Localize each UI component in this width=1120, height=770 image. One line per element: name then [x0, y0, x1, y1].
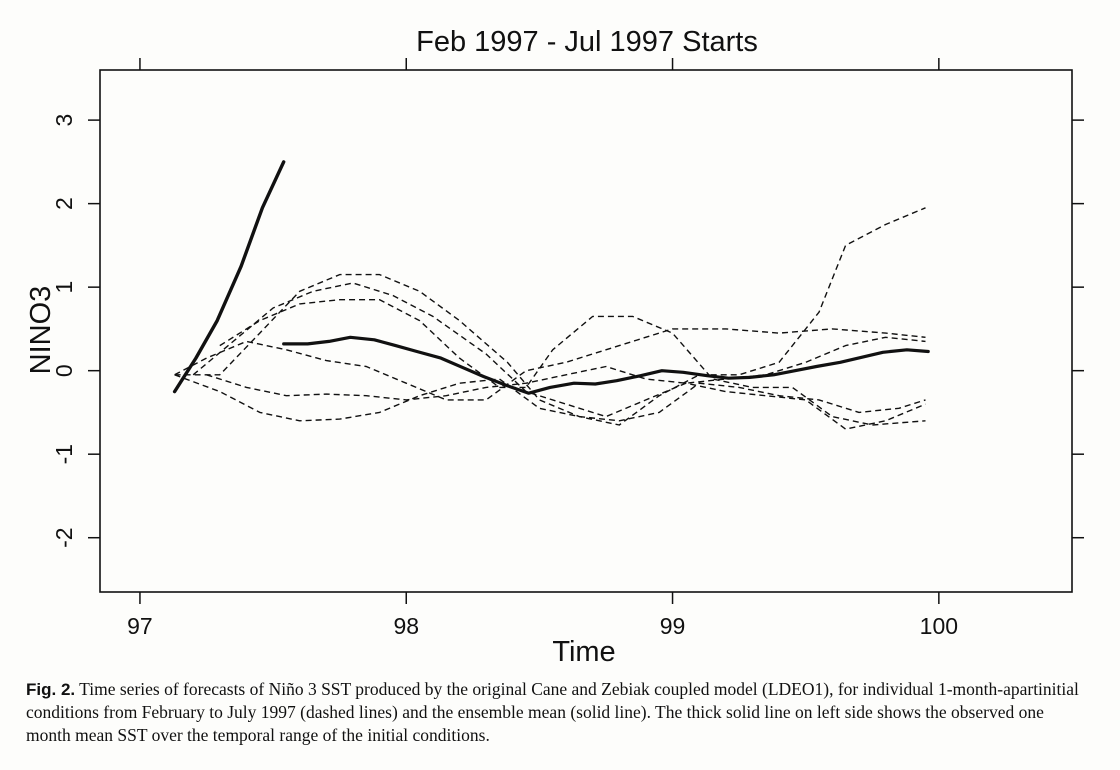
figure-label: Fig. 2.: [26, 680, 76, 699]
x-tick-label: 100: [920, 613, 958, 639]
observed-sst-line: [172, 160, 286, 394]
caption-text: Time series of forecasts of Niño 3 SST p…: [26, 679, 1079, 745]
y-axis-label: NINO3: [25, 286, 57, 375]
forecast-dashed-line: [206, 336, 926, 401]
y-tick-label: -1: [51, 444, 77, 464]
ensemble-mean-line: [282, 335, 930, 395]
x-tick-label: 99: [660, 613, 686, 639]
y-tick-label: 3: [51, 114, 77, 127]
y-tick-label: 2: [51, 197, 77, 210]
nino3-forecast-chart: Feb 1997 - Jul 1997 Starts -2 -1 0 1 2 3 97 98…: [25, 26, 1084, 668]
plot-frame: [99, 69, 1073, 593]
chart-title: Feb 1997 - Jul 1997 Starts: [416, 26, 758, 58]
y-axis: -2 -1 0 1 2 3: [51, 114, 1084, 548]
x-tick-label: 98: [393, 613, 419, 639]
x-axis-label: Time: [552, 636, 615, 668]
forecast-dashed-line: [174, 374, 926, 422]
figure-caption: Fig. 2. Time series of forecasts of Niño…: [26, 678, 1086, 747]
x-tick-label: 97: [127, 613, 153, 639]
y-tick-label: 1: [51, 281, 77, 294]
forecast-dashed-line: [174, 328, 926, 401]
forecast-dashed-line: [174, 207, 926, 426]
y-tick-label: -2: [51, 527, 77, 547]
forecast-dashed-line: [192, 282, 926, 430]
y-tick-label: 0: [51, 364, 77, 377]
forecast-dashed-line: [219, 299, 926, 426]
series-group: [172, 160, 930, 430]
x-axis: 97 98 99 100: [127, 58, 958, 639]
